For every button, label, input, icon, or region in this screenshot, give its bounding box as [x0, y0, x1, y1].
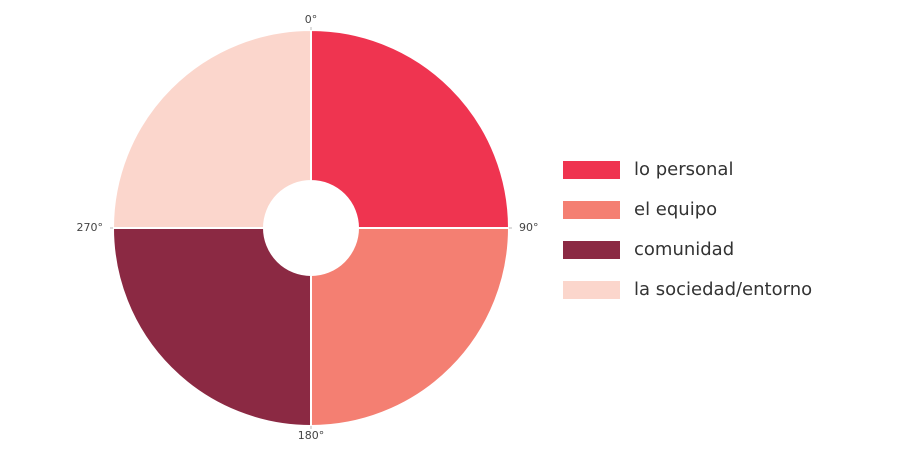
angular-tick-label: 180° — [298, 429, 325, 442]
sector — [310, 227, 511, 428]
angular-tick-label: 0° — [305, 13, 318, 26]
legend-label: el equipo — [634, 199, 717, 220]
legend-label: comunidad — [634, 239, 734, 260]
legend-swatch — [563, 241, 620, 259]
legend-label: la sociedad/entorno — [634, 279, 812, 300]
legend-label: lo personal — [634, 159, 733, 180]
sector — [111, 227, 312, 428]
angular-tick-label: 270° — [77, 221, 104, 234]
sector — [111, 28, 312, 229]
sector — [310, 28, 511, 229]
legend-swatch — [563, 201, 620, 219]
legend-swatch — [563, 281, 620, 299]
legend-swatch — [563, 161, 620, 179]
angular-tick-label: 90° — [519, 221, 539, 234]
